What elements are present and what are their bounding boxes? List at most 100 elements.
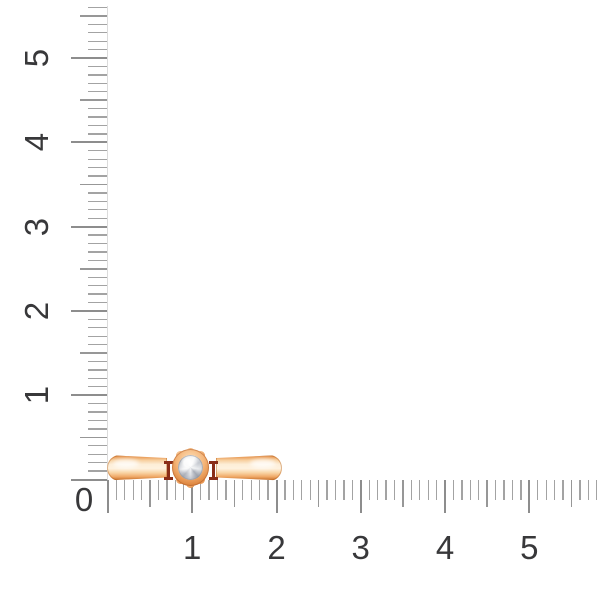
h-tick — [469, 480, 471, 500]
v-tick — [88, 49, 107, 51]
v-tick — [71, 141, 107, 144]
h-tick — [486, 480, 488, 507]
h-ruler-label: 4 — [435, 528, 455, 566]
h-tick — [528, 480, 531, 513]
h-tick — [334, 480, 337, 500]
v-tick — [88, 200, 107, 203]
v-tick — [88, 192, 107, 194]
h-tick — [250, 480, 252, 500]
v-ruler-label: 4 — [17, 133, 55, 152]
v-tick — [88, 158, 107, 160]
h-tick — [317, 480, 320, 507]
h-tick — [562, 480, 564, 500]
v-tick — [88, 217, 107, 219]
v-ruler-label: 2 — [17, 301, 55, 321]
h-ruler-label: 5 — [520, 528, 539, 566]
h-tick — [402, 480, 404, 507]
h-tick — [511, 480, 514, 500]
h-tick — [368, 480, 370, 500]
ring-band-right — [216, 455, 282, 481]
v-tick — [88, 360, 107, 363]
h-tick — [258, 480, 261, 500]
v-tick — [88, 40, 107, 42]
origin-label: 0 — [74, 480, 94, 518]
v-tick — [88, 411, 107, 413]
v-tick — [88, 108, 107, 110]
v-tick — [88, 150, 107, 152]
h-tick — [587, 480, 589, 500]
h-tick — [242, 480, 244, 500]
h-tick — [292, 480, 294, 500]
v-tick — [88, 32, 107, 34]
h-tick — [124, 480, 126, 500]
h-tick — [225, 480, 227, 500]
h-tick — [140, 480, 143, 500]
v-tick — [88, 344, 107, 346]
v-tick — [88, 209, 107, 211]
v-tick — [88, 259, 107, 262]
v-ruler-label: 3 — [17, 217, 55, 236]
h-tick — [183, 480, 185, 500]
h-tick — [461, 480, 463, 500]
h-tick — [157, 480, 160, 500]
ring-stone — [178, 454, 203, 480]
v-tick — [80, 15, 107, 17]
v-tick — [88, 276, 107, 278]
v-tick — [88, 242, 107, 245]
v-tick — [71, 225, 107, 228]
v-tick — [88, 377, 107, 380]
h-tick — [553, 480, 556, 500]
band-glare — [113, 459, 139, 468]
v-tick — [88, 23, 107, 26]
ring-prong-left — [163, 460, 173, 480]
h-tick — [284, 480, 286, 500]
h-tick — [520, 480, 522, 500]
v-tick — [88, 402, 107, 405]
v-tick — [88, 74, 107, 76]
h-tick — [208, 480, 210, 500]
h-tick — [494, 480, 497, 500]
v-tick — [80, 183, 107, 186]
v-tick — [80, 268, 107, 270]
v-tick — [71, 57, 107, 60]
h-tick — [174, 480, 176, 500]
h-tick — [419, 480, 421, 500]
v-tick — [88, 65, 107, 68]
v-tick — [88, 167, 107, 169]
h-tick — [452, 480, 455, 500]
v-tick — [88, 175, 107, 177]
h-ruler-label: 1 — [183, 528, 202, 566]
h-tick — [537, 480, 539, 500]
v-tick — [88, 327, 107, 329]
h-tick — [359, 480, 362, 513]
h-tick — [301, 480, 303, 500]
h-tick — [309, 480, 311, 500]
h-tick — [596, 480, 598, 500]
h-tick — [435, 480, 438, 500]
h-tick — [393, 480, 396, 500]
h-tick — [191, 480, 194, 513]
h-tick — [570, 480, 573, 507]
v-tick — [80, 436, 107, 439]
v-tick — [71, 478, 107, 481]
v-tick — [88, 453, 107, 455]
v-tick — [88, 251, 107, 253]
h-tick — [444, 480, 446, 513]
h-tick — [326, 480, 328, 500]
v-tick — [88, 285, 107, 287]
v-tick — [88, 419, 107, 422]
v-tick — [88, 470, 107, 472]
v-tick — [88, 6, 107, 9]
h-tick — [267, 480, 269, 500]
h-ruler-label: 2 — [267, 528, 286, 566]
h-tick — [216, 480, 219, 500]
v-tick — [88, 428, 107, 430]
v-tick — [88, 461, 107, 464]
v-tick — [88, 318, 107, 321]
v-tick — [80, 99, 107, 101]
h-ruler-label: 3 — [351, 528, 370, 566]
v-tick — [88, 386, 107, 388]
h-tick — [199, 480, 202, 500]
h-tick — [545, 480, 547, 500]
